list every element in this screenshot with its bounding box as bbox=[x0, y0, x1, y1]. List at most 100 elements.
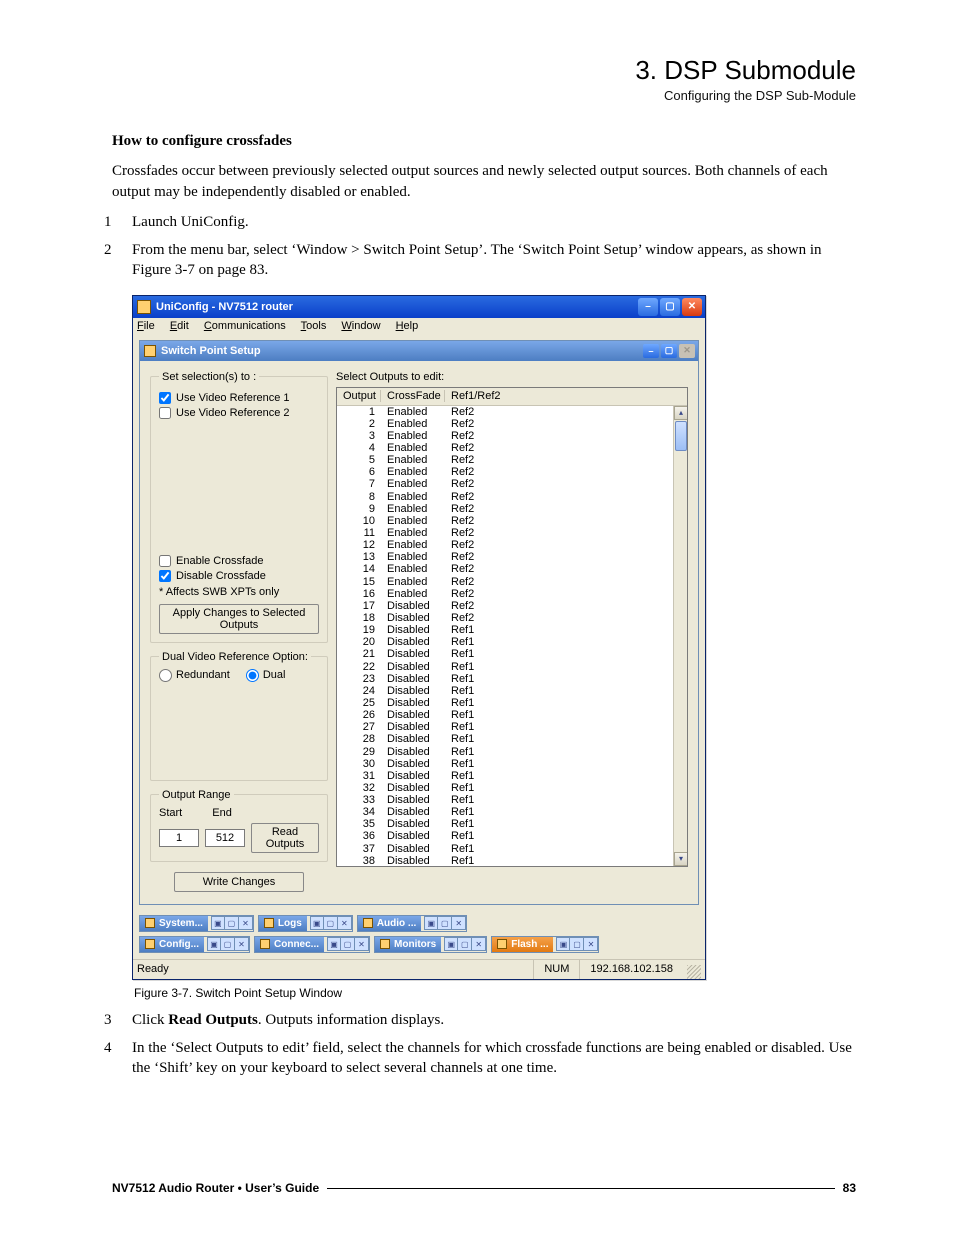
scrollbar[interactable]: ▴ ▾ bbox=[673, 406, 687, 866]
list-item[interactable]: 35DisabledRef1 bbox=[337, 818, 687, 830]
scroll-up-button[interactable]: ▴ bbox=[674, 406, 688, 420]
list-item[interactable]: 19DisabledRef1 bbox=[337, 624, 687, 636]
mdi-config[interactable]: Config... ▣▢✕ bbox=[139, 936, 250, 953]
mdi-restore-icon[interactable]: ▣ bbox=[556, 937, 570, 951]
menu-communications[interactable]: Communications bbox=[204, 320, 286, 332]
end-input[interactable] bbox=[205, 829, 245, 847]
menu-edit[interactable]: Edit bbox=[170, 320, 189, 332]
list-item[interactable]: 10EnabledRef2 bbox=[337, 515, 687, 527]
use-ref1-input[interactable] bbox=[159, 392, 171, 404]
list-item[interactable]: 20DisabledRef1 bbox=[337, 636, 687, 648]
menu-bar[interactable]: File Edit Communications Tools Window He… bbox=[133, 318, 705, 334]
mdi-system[interactable]: System... ▣▢✕ bbox=[139, 915, 254, 932]
mdi-close-icon[interactable]: ✕ bbox=[472, 937, 486, 951]
list-item[interactable]: 27DisabledRef1 bbox=[337, 721, 687, 733]
enable-crossfade-input[interactable] bbox=[159, 555, 171, 567]
mdi-connec[interactable]: Connec... ▣▢✕ bbox=[254, 936, 370, 953]
list-item[interactable]: 21DisabledRef1 bbox=[337, 648, 687, 660]
list-item[interactable]: 3EnabledRef2 bbox=[337, 430, 687, 442]
mdi-max-icon[interactable]: ▢ bbox=[458, 937, 472, 951]
dual-input[interactable] bbox=[246, 669, 259, 682]
list-header[interactable]: Output CrossFade Ref1/Ref2 bbox=[337, 388, 687, 406]
mdi-restore-icon[interactable]: ▣ bbox=[424, 916, 438, 930]
col-ref[interactable]: Ref1/Ref2 bbox=[445, 390, 687, 402]
list-item[interactable]: 28DisabledRef1 bbox=[337, 733, 687, 745]
list-item[interactable]: 23DisabledRef1 bbox=[337, 673, 687, 685]
list-item[interactable]: 5EnabledRef2 bbox=[337, 454, 687, 466]
write-changes-button[interactable]: Write Changes bbox=[174, 872, 305, 892]
mdi-max-icon[interactable]: ▢ bbox=[438, 916, 452, 930]
list-item[interactable]: 25DisabledRef1 bbox=[337, 697, 687, 709]
redundant-radio[interactable]: Redundant bbox=[159, 669, 230, 682]
list-item[interactable]: 16EnabledRef2 bbox=[337, 588, 687, 600]
mdi-restore-icon[interactable]: ▣ bbox=[207, 937, 221, 951]
list-item[interactable]: 8EnabledRef2 bbox=[337, 490, 687, 502]
resize-grip-icon[interactable] bbox=[687, 965, 701, 979]
use-ref2-checkbox[interactable]: Use Video Reference 2 bbox=[159, 407, 319, 419]
mdi-close-icon[interactable]: ✕ bbox=[338, 916, 352, 930]
menu-window[interactable]: Window bbox=[341, 320, 380, 332]
close-button[interactable]: ✕ bbox=[682, 298, 702, 316]
list-item[interactable]: 36DisabledRef1 bbox=[337, 830, 687, 842]
list-item[interactable]: 15EnabledRef2 bbox=[337, 575, 687, 587]
mdi-close-icon[interactable]: ✕ bbox=[355, 937, 369, 951]
start-input[interactable] bbox=[159, 829, 199, 847]
maximize-button[interactable]: ▢ bbox=[660, 298, 680, 316]
child-maximize-button[interactable]: ▢ bbox=[661, 344, 677, 358]
list-item[interactable]: 11EnabledRef2 bbox=[337, 527, 687, 539]
list-item[interactable]: 30DisabledRef1 bbox=[337, 758, 687, 770]
scroll-thumb[interactable] bbox=[675, 421, 687, 451]
list-item[interactable]: 9EnabledRef2 bbox=[337, 503, 687, 515]
list-item[interactable]: 26DisabledRef1 bbox=[337, 709, 687, 721]
app-titlebar[interactable]: UniConfig - NV7512 router – ▢ ✕ bbox=[133, 296, 705, 318]
menu-help[interactable]: Help bbox=[396, 320, 419, 332]
mdi-restore-icon[interactable]: ▣ bbox=[444, 937, 458, 951]
list-item[interactable]: 38DisabledRef1 bbox=[337, 855, 687, 866]
dual-radio[interactable]: Dual bbox=[246, 669, 286, 682]
mdi-close-icon[interactable]: ✕ bbox=[239, 916, 253, 930]
outputs-listbox[interactable]: Output CrossFade Ref1/Ref2 1EnabledRef2 2… bbox=[336, 387, 688, 867]
list-item[interactable]: 29DisabledRef1 bbox=[337, 745, 687, 757]
list-item[interactable]: 13EnabledRef2 bbox=[337, 551, 687, 563]
mdi-close-icon[interactable]: ✕ bbox=[235, 937, 249, 951]
list-item[interactable]: 12EnabledRef2 bbox=[337, 539, 687, 551]
read-outputs-button[interactable]: Read Outputs bbox=[251, 823, 319, 853]
list-item[interactable]: 32DisabledRef1 bbox=[337, 782, 687, 794]
list-item[interactable]: 1EnabledRef2 bbox=[337, 406, 687, 418]
mdi-restore-icon[interactable]: ▣ bbox=[211, 916, 225, 930]
list-item[interactable]: 18DisabledRef2 bbox=[337, 612, 687, 624]
mdi-close-icon[interactable]: ✕ bbox=[584, 937, 598, 951]
col-crossfade[interactable]: CrossFade bbox=[381, 390, 445, 402]
list-item[interactable]: 14EnabledRef2 bbox=[337, 563, 687, 575]
list-item[interactable]: 6EnabledRef2 bbox=[337, 466, 687, 478]
mdi-flash[interactable]: Flash ... ▣▢✕ bbox=[491, 936, 599, 953]
mdi-max-icon[interactable]: ▢ bbox=[570, 937, 584, 951]
mdi-audio[interactable]: Audio ... ▣▢✕ bbox=[357, 915, 467, 932]
mdi-max-icon[interactable]: ▢ bbox=[221, 937, 235, 951]
mdi-restore-icon[interactable]: ▣ bbox=[327, 937, 341, 951]
mdi-close-icon[interactable]: ✕ bbox=[452, 916, 466, 930]
list-item[interactable]: 33DisabledRef1 bbox=[337, 794, 687, 806]
mdi-max-icon[interactable]: ▢ bbox=[324, 916, 338, 930]
menu-tools[interactable]: Tools bbox=[301, 320, 327, 332]
mdi-logs[interactable]: Logs ▣▢✕ bbox=[258, 915, 353, 932]
list-item[interactable]: 4EnabledRef2 bbox=[337, 442, 687, 454]
minimize-button[interactable]: – bbox=[638, 298, 658, 316]
menu-file[interactable]: File bbox=[137, 320, 155, 332]
list-item[interactable]: 37DisabledRef1 bbox=[337, 843, 687, 855]
list-item[interactable]: 34DisabledRef1 bbox=[337, 806, 687, 818]
list-item[interactable]: 17DisabledRef2 bbox=[337, 600, 687, 612]
child-close-button[interactable]: ✕ bbox=[679, 344, 695, 358]
use-ref2-input[interactable] bbox=[159, 407, 171, 419]
list-item[interactable]: 7EnabledRef2 bbox=[337, 478, 687, 490]
enable-crossfade-checkbox[interactable]: Enable Crossfade bbox=[159, 555, 319, 567]
child-minimize-button[interactable]: – bbox=[643, 344, 659, 358]
apply-changes-button[interactable]: Apply Changes to Selected Outputs bbox=[159, 604, 319, 634]
mdi-max-icon[interactable]: ▢ bbox=[341, 937, 355, 951]
child-titlebar[interactable]: Switch Point Setup – ▢ ✕ bbox=[140, 341, 698, 361]
scroll-down-button[interactable]: ▾ bbox=[674, 852, 688, 866]
disable-crossfade-checkbox[interactable]: Disable Crossfade bbox=[159, 570, 319, 582]
list-item[interactable]: 31DisabledRef1 bbox=[337, 770, 687, 782]
disable-crossfade-input[interactable] bbox=[159, 570, 171, 582]
use-ref1-checkbox[interactable]: Use Video Reference 1 bbox=[159, 392, 319, 404]
